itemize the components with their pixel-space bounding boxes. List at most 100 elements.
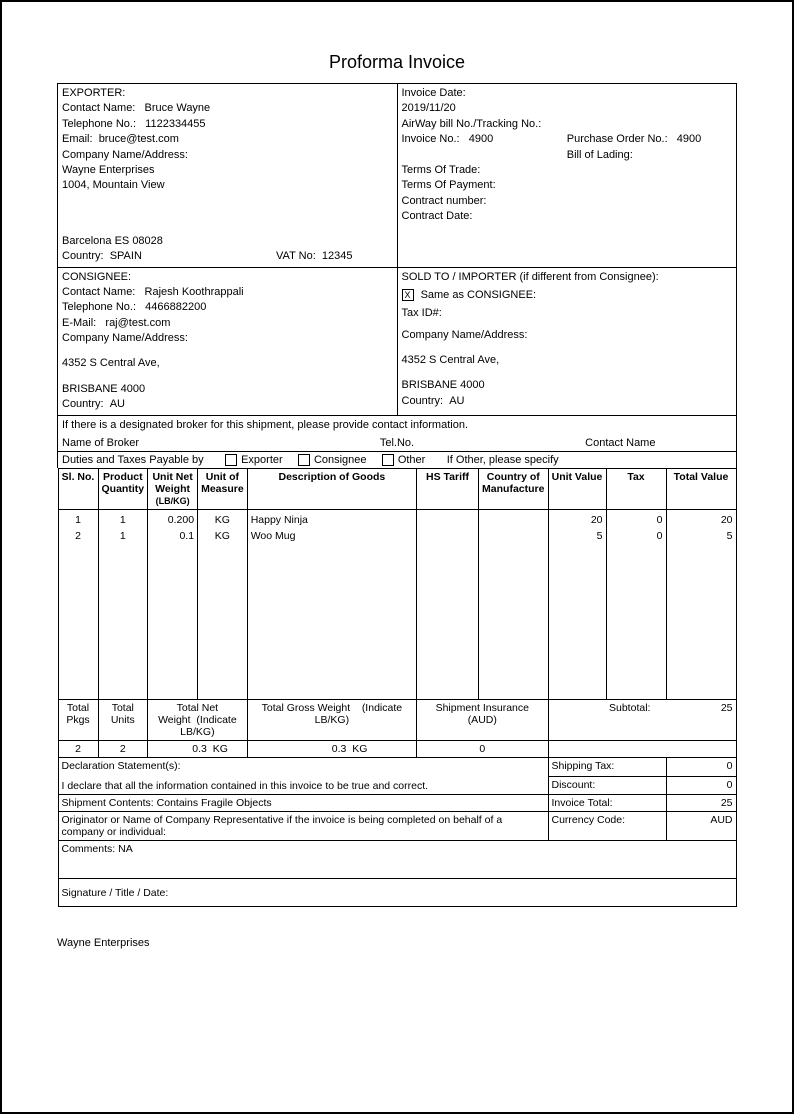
con-contact-name: Rajesh Koothrappali bbox=[145, 286, 244, 298]
col-hs: HS Tariff bbox=[417, 469, 479, 510]
th-netw: Total Net Weight (Indicate LB/KG) bbox=[148, 700, 248, 741]
inv-po: 4900 bbox=[677, 133, 701, 145]
con-tel-label: Telephone No.: bbox=[62, 301, 136, 313]
currency-label: Currency Code: bbox=[548, 812, 666, 841]
con-addr1: 4352 S Central Ave, bbox=[62, 356, 393, 371]
th-totunits: Total Units bbox=[98, 700, 148, 741]
same-as-label: Same as CONSIGNEE: bbox=[421, 289, 537, 301]
inv-contractno-label: Contract number: bbox=[402, 194, 733, 209]
inv-contractdate-label: Contract Date: bbox=[402, 209, 733, 224]
inv-tot-label: Terms Of Trade: bbox=[402, 163, 733, 178]
same-as-checkbox[interactable]: X bbox=[402, 289, 414, 301]
duties-exporter-label: Exporter bbox=[241, 454, 283, 466]
inv-po-label: Purchase Order No.: bbox=[567, 133, 668, 145]
subtotal-label: Subtotal: bbox=[606, 700, 666, 741]
invoice-table: EXPORTER: Contact Name: Bruce Wayne Tele… bbox=[57, 83, 737, 907]
soldto-block: SOLD TO / IMPORTER (if different from Co… bbox=[397, 267, 737, 415]
exp-tel: 1122334455 bbox=[145, 118, 205, 130]
exp-company-label: Company Name/Address: bbox=[62, 148, 393, 163]
duties-block: Duties and Taxes Payable by Exporter Con… bbox=[58, 452, 737, 469]
consignee-block: CONSIGNEE: Contact Name: Rajesh Koothrap… bbox=[58, 267, 398, 415]
col-slno: Sl. No. bbox=[58, 469, 98, 510]
item-col-uom: KGKG bbox=[198, 510, 248, 700]
shiptax-label: Shipping Tax: bbox=[548, 758, 666, 777]
duties-other-checkbox[interactable] bbox=[382, 454, 394, 466]
col-tax: Tax bbox=[606, 469, 666, 510]
th-totpkgs: Total Pkgs bbox=[58, 700, 98, 741]
shipment-contents: Shipment Contents: Contains Fragile Obje… bbox=[58, 795, 548, 812]
soldto-country-label: Country: bbox=[402, 395, 444, 407]
item-col-qty: 11 bbox=[98, 510, 148, 700]
item-col-tval: 205 bbox=[666, 510, 736, 700]
currency-value: AUD bbox=[666, 812, 736, 841]
con-contact-label: Contact Name: bbox=[62, 286, 135, 298]
inv-date: 2019/11/20 bbox=[402, 101, 733, 116]
exp-contact-name: Bruce Wayne bbox=[145, 102, 211, 114]
item-col-hs bbox=[417, 510, 479, 700]
discount-value: 0 bbox=[666, 776, 736, 795]
tv-pkgs: 2 bbox=[58, 741, 98, 758]
exporter-block: EXPORTER: Contact Name: Bruce Wayne Tele… bbox=[58, 84, 398, 268]
exp-city: Barcelona ES 08028 bbox=[62, 234, 393, 249]
th-shipins: Shipment Insurance (AUD) bbox=[417, 700, 548, 741]
tv-grossw: 0.3 KG bbox=[247, 741, 416, 758]
subtotal-value: 25 bbox=[666, 700, 736, 741]
con-tel: 4466882200 bbox=[145, 301, 206, 313]
exp-email: bruce@test.com bbox=[99, 133, 179, 145]
duties-label: Duties and Taxes Payable by bbox=[62, 454, 204, 466]
duties-exporter-checkbox[interactable] bbox=[225, 454, 237, 466]
exp-email-label: Email: bbox=[62, 133, 93, 145]
item-col-tax: 00 bbox=[606, 510, 666, 700]
duties-other-label: Other bbox=[398, 454, 426, 466]
tv-netw: 0.3 KG bbox=[148, 741, 248, 758]
duties-consignee-checkbox[interactable] bbox=[298, 454, 310, 466]
soldto-company-label: Company Name/Address: bbox=[402, 328, 733, 343]
consignee-heading: CONSIGNEE: bbox=[62, 270, 393, 285]
col-uom: Unit of Measure bbox=[198, 469, 248, 510]
con-country-label: Country: bbox=[62, 398, 104, 410]
comments-block: Comments: NA bbox=[58, 841, 736, 879]
exp-country-label: Country: bbox=[62, 250, 104, 262]
broker-block: If there is a designated broker for this… bbox=[58, 415, 737, 451]
duties-other-spec-label: If Other, please specify bbox=[447, 454, 559, 466]
item-col-netw: 0.2000.1 bbox=[148, 510, 198, 700]
exp-contact-label: Contact Name: bbox=[62, 102, 135, 114]
shiptax-value: 0 bbox=[666, 758, 736, 777]
page-title: Proforma Invoice bbox=[57, 52, 737, 73]
inv-no: 4900 bbox=[469, 133, 493, 145]
col-netw: Unit Net Weight(LB/KG) bbox=[148, 469, 198, 510]
invtotal-label: Invoice Total: bbox=[548, 795, 666, 812]
con-company-label: Company Name/Address: bbox=[62, 331, 393, 346]
exp-tel-label: Telephone No.: bbox=[62, 118, 136, 130]
inv-awb-label: AirWay bill No./Tracking No.: bbox=[402, 117, 733, 132]
exp-country: SPAIN bbox=[110, 250, 142, 262]
inv-bol-label: Bill of Lading: bbox=[567, 148, 732, 163]
con-country: AU bbox=[110, 398, 125, 410]
item-col-com bbox=[479, 510, 548, 700]
originator-block: Originator or Name of Company Representa… bbox=[58, 812, 548, 841]
soldto-tax-label: Tax ID#: bbox=[402, 306, 733, 321]
exporter-heading: EXPORTER: bbox=[62, 86, 393, 101]
col-tval: Total Value bbox=[666, 469, 736, 510]
exp-addr1: 1004, Mountain View bbox=[62, 178, 393, 193]
item-col-uval: 205 bbox=[548, 510, 606, 700]
broker-line1: If there is a designated broker for this… bbox=[62, 418, 732, 433]
con-city: BRISBANE 4000 bbox=[62, 382, 393, 397]
inv-date-label: Invoice Date: bbox=[402, 86, 733, 101]
duties-consignee-label: Consignee bbox=[314, 454, 367, 466]
soldto-addr1: 4352 S Central Ave, bbox=[402, 353, 733, 368]
declaration-block: Declaration Statement(s): I declare that… bbox=[58, 758, 548, 795]
tv-units: 2 bbox=[98, 741, 148, 758]
col-desc: Description of Goods bbox=[247, 469, 416, 510]
footer-company: Wayne Enterprises bbox=[57, 937, 737, 949]
inv-no-label: Invoice No.: bbox=[402, 133, 460, 145]
broker-tel-label: Tel.No. bbox=[285, 437, 508, 449]
th-grossw: Total Gross Weight (Indicate LB/KG) bbox=[247, 700, 416, 741]
tv-shipins: 0 bbox=[417, 741, 548, 758]
col-qty: Product Quantity bbox=[98, 469, 148, 510]
items-grid: Sl. No. Product Quantity Unit Net Weight… bbox=[58, 468, 737, 907]
signature-block: Signature / Title / Date: bbox=[58, 879, 736, 907]
col-com: Country of Manufacture bbox=[479, 469, 548, 510]
discount-label: Discount: bbox=[548, 776, 666, 795]
invoice-info-block: Invoice Date: 2019/11/20 AirWay bill No.… bbox=[397, 84, 737, 268]
